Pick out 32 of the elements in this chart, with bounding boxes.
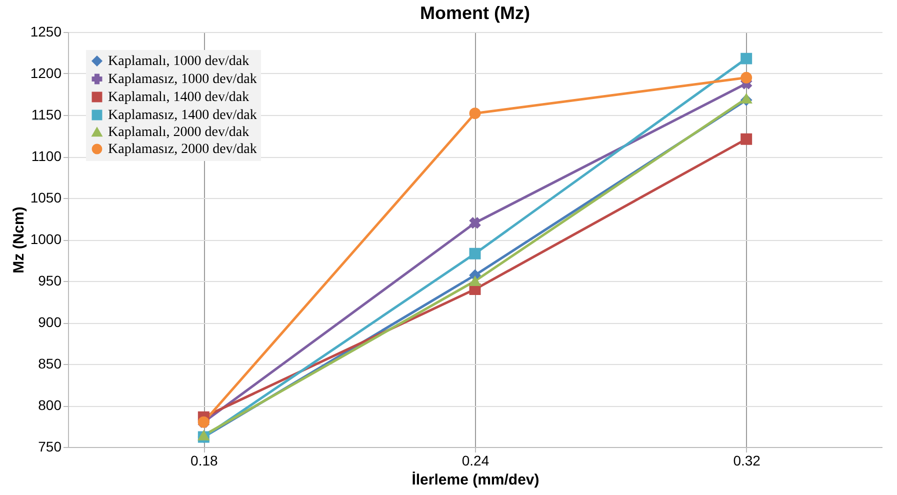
chart-title: Moment (Mz) xyxy=(420,3,530,23)
y-tick-label: 750 xyxy=(38,438,62,454)
point xyxy=(740,72,752,84)
y-tick-label: 1250 xyxy=(30,24,62,40)
legend-label: Kaplamalı, 1400 dev/dak xyxy=(108,90,250,105)
point xyxy=(740,133,752,145)
legend-label: Kaplamasız, 2000 dev/dak xyxy=(108,142,257,157)
legend-label: Kaplamasız, 1000 dev/dak xyxy=(108,72,257,87)
y-tick-label: 800 xyxy=(38,397,62,413)
y-tick-label: 1200 xyxy=(30,65,62,81)
point xyxy=(469,248,481,260)
legend-label: Kaplamalı, 2000 dev/dak xyxy=(108,125,250,140)
point xyxy=(469,217,481,229)
y-tick-label: 1000 xyxy=(30,231,62,247)
point xyxy=(740,93,752,104)
y-tick-label: 850 xyxy=(38,356,62,372)
x-tick-label: 0.18 xyxy=(190,452,218,468)
legend-label: Kaplamalı, 1000 dev/dak xyxy=(108,54,250,69)
y-tick-label: 1100 xyxy=(31,148,62,164)
point xyxy=(198,430,210,440)
point xyxy=(469,108,481,120)
legend-label: Kaplamasız, 1400 dev/dak xyxy=(108,108,257,123)
y-tick-label: 900 xyxy=(38,314,62,330)
y-tick-label: 1050 xyxy=(30,190,62,206)
x-tick-label: 0.32 xyxy=(733,452,761,468)
y-tick-label: 1150 xyxy=(31,106,62,122)
point xyxy=(740,52,752,64)
y-axis-title: Mz (Ncm) xyxy=(10,206,28,274)
x-axis-title: İlerleme (mm/dev) xyxy=(412,472,540,488)
x-tick-label: 0.24 xyxy=(462,452,490,468)
point xyxy=(469,276,481,286)
y-tick-label: 950 xyxy=(38,272,62,288)
